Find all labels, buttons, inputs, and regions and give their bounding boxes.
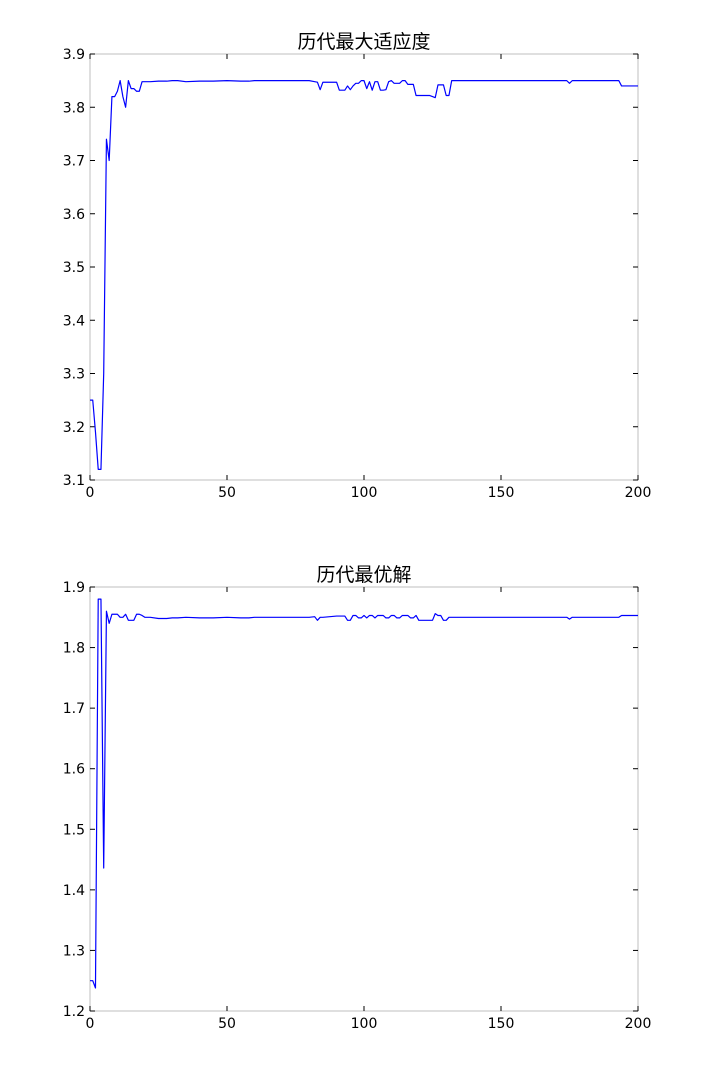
y-tick-label: 3.4 — [63, 313, 85, 329]
y-tick-label: 1.4 — [63, 883, 85, 899]
chart-title: 历代最优解 — [316, 564, 411, 586]
y-tick-label: 3.5 — [63, 260, 85, 276]
y-tick-label: 1.7 — [63, 701, 85, 717]
series-line — [90, 80, 638, 470]
x-tick-label: 0 — [86, 1016, 95, 1032]
y-tick-label: 3.9 — [63, 47, 85, 63]
x-tick-label: 200 — [625, 1016, 652, 1032]
x-tick-label: 0 — [86, 485, 95, 501]
y-tick-label: 1.6 — [63, 762, 85, 778]
x-tick-label: 100 — [351, 1016, 378, 1032]
x-tick-label: 150 — [488, 1016, 515, 1032]
y-tick-label: 3.3 — [63, 367, 85, 383]
x-tick-label: 50 — [218, 485, 236, 501]
y-tick-label: 1.9 — [63, 580, 85, 596]
series-line — [90, 598, 638, 989]
y-tick-label: 3.7 — [63, 154, 85, 170]
y-tick-label: 3.1 — [63, 473, 85, 489]
y-tick-label: 1.3 — [63, 943, 85, 959]
chart-title: 历代最大适应度 — [297, 31, 430, 53]
x-tick-label: 100 — [351, 485, 378, 501]
y-tick-label: 1.5 — [63, 822, 85, 838]
x-tick-label: 150 — [488, 485, 515, 501]
y-tick-label: 1.2 — [63, 1004, 85, 1020]
chart-best-solution: 历代最优解 0 50 100 150 200 1.2 1.3 1.4 1.5 1.6 1.7 1.8 1.… — [63, 564, 652, 1032]
y-tick-label: 1.8 — [63, 641, 85, 657]
y-tick-label: 3.6 — [63, 207, 85, 223]
y-tick-label: 3.2 — [63, 420, 85, 436]
x-tick-label: 200 — [625, 485, 652, 501]
y-tick-label: 3.8 — [63, 100, 85, 116]
chart-max-fitness: 历代最大适应度 0 50 100 150 200 3.1 3.2 3.3 3.4 3.5 3.6 3.7… — [63, 31, 652, 501]
x-tick-label: 50 — [218, 1016, 236, 1032]
